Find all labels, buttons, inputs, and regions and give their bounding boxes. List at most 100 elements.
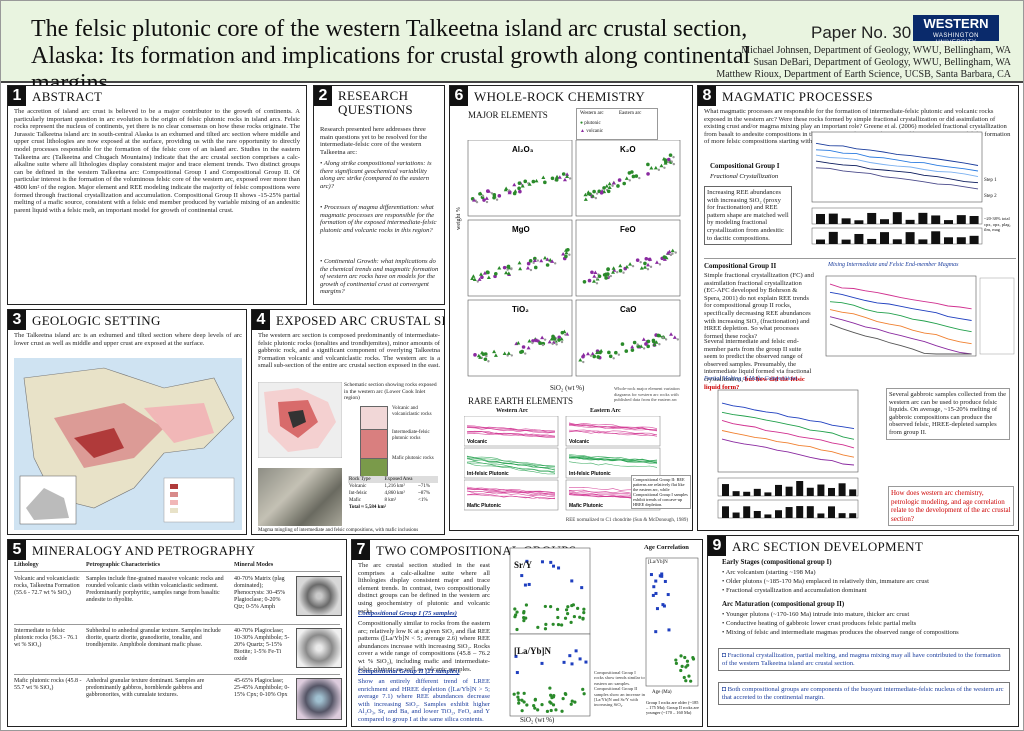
data-point <box>672 335 677 339</box>
melt-title: Partial Melting of Mafic Compositions <box>704 376 798 382</box>
major-side-note: Whole-rock major element variation diagr… <box>614 386 680 402</box>
geologic-setting-text: The Talkeetna island arc is an exhumed a… <box>14 332 242 347</box>
data-point <box>520 709 524 713</box>
data-point <box>661 603 665 607</box>
data-point <box>680 664 684 668</box>
data-point <box>658 343 661 346</box>
data-point <box>569 620 573 624</box>
data-point <box>564 333 567 336</box>
panel-research-questions: 2 RESEARCH QUESTIONS Research presented … <box>313 85 445 305</box>
data-point <box>524 603 529 607</box>
data-point <box>561 697 565 701</box>
mixing-line <box>829 283 972 310</box>
data-point <box>647 257 652 262</box>
fc-group1-sub: Fractional Crystallization <box>710 173 779 180</box>
major-xlabel: SiO₂ (wt %) <box>550 384 585 392</box>
panel-title: RESEARCH QUESTIONS <box>338 88 413 117</box>
table-cell: Volcanic <box>349 484 367 489</box>
table-row: Int-felsic 4,860 km² ~87% <box>348 490 438 497</box>
data-point <box>684 665 688 669</box>
modes-cell: 45-65% Plagioclase; 25-45% Amphibole; 0-… <box>234 678 290 698</box>
plot-element-label: CaO <box>620 305 636 314</box>
poster-title: The felsic plutonic core of the western … <box>31 16 751 96</box>
ree-pattern-line <box>466 493 556 500</box>
data-point <box>654 260 659 264</box>
data-point <box>635 258 640 262</box>
data-point <box>561 251 566 256</box>
petrography-cell: Subhedral to anhedral granular texture. … <box>86 628 221 648</box>
group2-question: but how did the felsic liquid form? <box>704 375 805 391</box>
data-point <box>528 259 533 263</box>
plot-frame <box>467 219 573 297</box>
data-point <box>646 344 650 349</box>
bar <box>931 231 941 244</box>
bar <box>892 239 902 244</box>
data-point <box>481 194 485 198</box>
data-point <box>652 342 657 347</box>
data-point <box>667 628 671 632</box>
ree-pattern-line <box>467 431 556 437</box>
plot-frame <box>645 557 699 687</box>
data-point <box>630 170 634 174</box>
data-point <box>628 262 633 266</box>
data-point <box>576 606 580 610</box>
data-point <box>526 261 531 266</box>
bar <box>743 506 751 518</box>
data-point <box>485 270 490 274</box>
data-point <box>520 574 524 578</box>
mixing-line <box>829 301 972 333</box>
data-point <box>526 345 531 350</box>
table-cell: <1% <box>418 498 428 503</box>
data-point <box>520 349 525 354</box>
bar <box>785 486 793 496</box>
data-point <box>517 186 521 191</box>
early-stage-text: Arc volcanism (starting ~198 Ma) <box>725 569 816 576</box>
data-point <box>520 183 525 188</box>
data-point <box>515 627 519 632</box>
data-point <box>551 622 555 626</box>
lithology-cell: Intermediate to felsic plutonic rocks (5… <box>14 628 78 648</box>
mature-stage-head: Arc Maturation (compositional group II) <box>722 600 845 608</box>
data-point <box>574 649 578 653</box>
panel-title: ABSTRACT <box>32 89 103 104</box>
data-point <box>518 266 523 271</box>
data-point <box>512 182 517 187</box>
data-point <box>565 172 570 176</box>
panel-number: 8 <box>698 86 716 106</box>
data-point <box>487 360 490 363</box>
data-point <box>536 625 540 629</box>
data-point <box>657 168 661 172</box>
plot-element-label: TiO₂ <box>512 305 529 314</box>
data-point <box>473 353 477 357</box>
bar <box>931 215 941 224</box>
major-elements-title: MAJOR ELEMENTS <box>468 110 548 120</box>
data-point <box>492 193 497 197</box>
mixing-plot <box>825 275 1015 357</box>
data-point <box>513 607 517 611</box>
data-point <box>522 609 526 614</box>
data-point <box>560 623 564 627</box>
section-column <box>360 406 388 478</box>
section-label-volcanic: Volcanic and volcaniclastic rocks <box>392 406 432 417</box>
data-point <box>547 339 552 344</box>
step1-note: ~20-38% total cpx, opx, plag, ilm, mag <box>984 216 1011 232</box>
mixing-legend <box>979 277 1015 355</box>
data-point <box>536 708 540 712</box>
data-point <box>525 559 529 563</box>
table-row: Mafic 8 km² <1% <box>348 497 438 504</box>
ree-pattern-line <box>466 462 556 475</box>
data-point <box>669 332 674 336</box>
data-point <box>611 181 616 185</box>
data-point <box>649 573 653 577</box>
exposed-section-text: The western arc section is composed pred… <box>258 332 441 370</box>
data-point <box>620 342 625 346</box>
data-point <box>584 660 588 664</box>
bar <box>828 213 838 224</box>
ree-pattern-line <box>466 461 556 473</box>
ree-title: RARE EARTH ELEMENTS <box>468 396 573 406</box>
data-point <box>517 260 522 265</box>
data-point <box>573 700 577 704</box>
bar <box>841 218 851 224</box>
data-point <box>549 560 553 564</box>
data-point <box>485 354 488 358</box>
